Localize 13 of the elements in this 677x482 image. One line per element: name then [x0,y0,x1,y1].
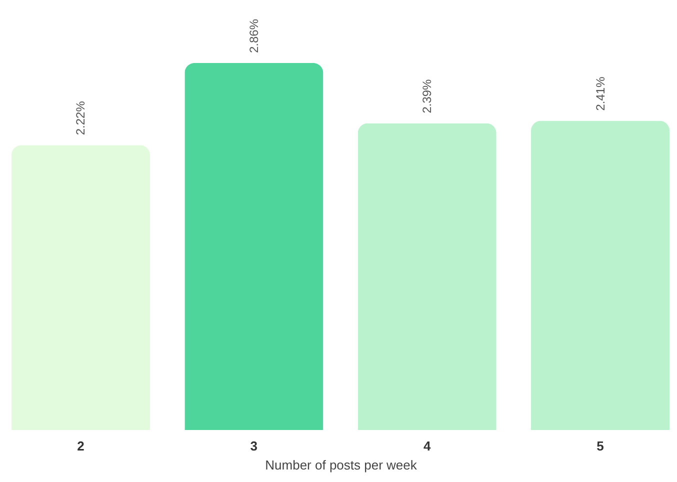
bar [358,123,496,430]
x-tick-label: 4 [423,438,432,454]
x-tick-label: 2 [77,438,84,454]
data-label: 2.86% [246,18,261,53]
data-label: 2.39% [420,78,434,114]
bar [184,63,324,430]
x-tick-label: 3 [250,438,258,454]
bar [530,120,670,430]
x-axis-title: Number of posts per week [265,458,418,472]
data-label: 2.22% [74,100,88,136]
data-label: 2.41% [593,76,608,111]
bar [11,145,150,430]
x-tick-label: 5 [596,438,604,454]
